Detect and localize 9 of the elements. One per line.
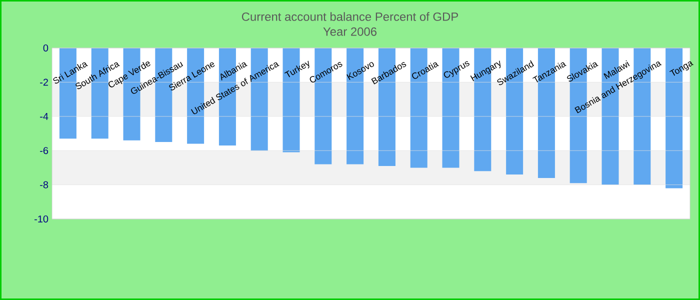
y-tick-label: 0 [43,44,48,52]
chart-title: Current account balance Percent of GDP [242,12,458,21]
y-tick-label: -4 [40,112,48,120]
x-tick-label: Tonga [669,61,694,76]
y-tick-label: -10 [34,215,48,223]
y-tick-label: -6 [40,147,48,154]
chart-subtitle: Year 2006 [323,27,377,36]
y-tick-label: -2 [40,78,48,86]
y-tick-label: -8 [40,181,48,188]
